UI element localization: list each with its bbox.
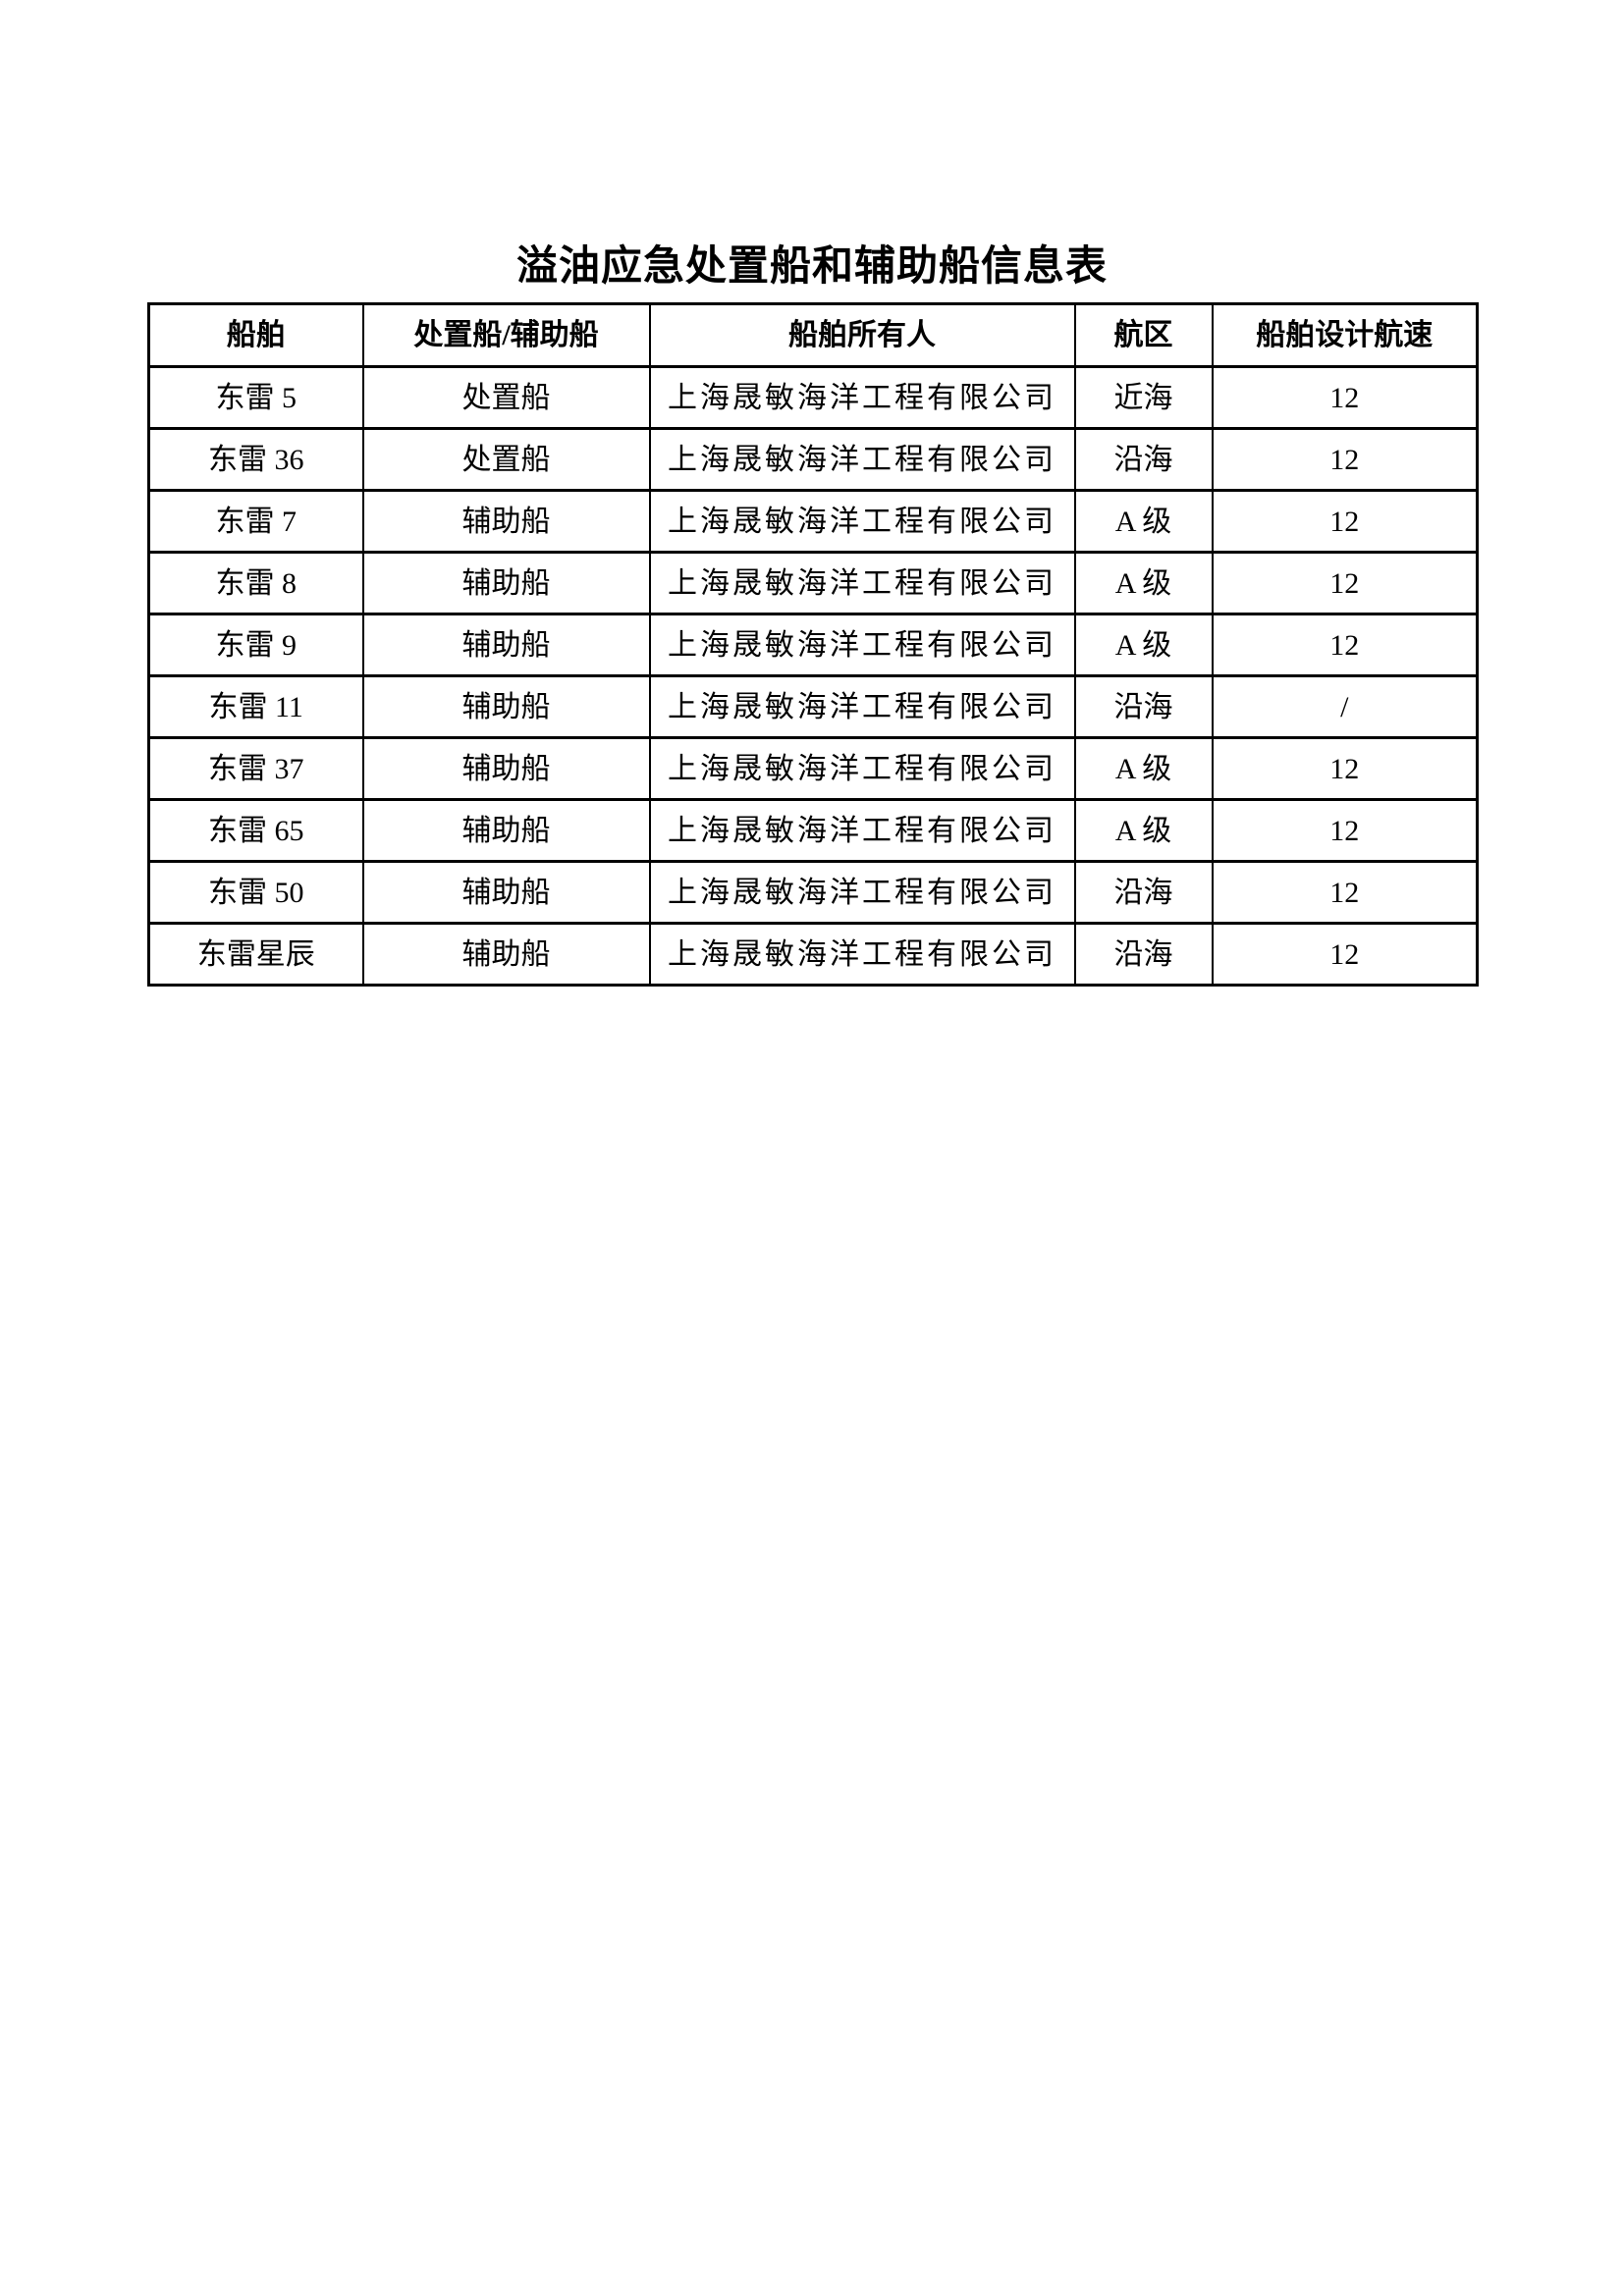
table-row: 东雷 36 处置船 上海晟敏海洋工程有限公司 沿海 12 — [147, 427, 1479, 492]
header-owner: 船舶所有人 — [648, 302, 1076, 368]
cell-owner: 上海晟敏海洋工程有限公司 — [648, 736, 1076, 801]
cell-nav-area: 沿海 — [1073, 860, 1214, 925]
cell-design-speed: 12 — [1211, 798, 1479, 863]
header-vessel: 船舶 — [147, 302, 364, 368]
cell-design-speed: 12 — [1211, 736, 1479, 801]
header-design-speed: 船舶设计航速 — [1211, 302, 1479, 368]
cell-vessel-name: 东雷 50 — [147, 860, 364, 925]
cell-owner: 上海晟敏海洋工程有限公司 — [648, 798, 1076, 863]
cell-nav-area: A 级 — [1073, 613, 1214, 677]
cell-nav-area: A 级 — [1073, 736, 1214, 801]
table-row: 东雷 50 辅助船 上海晟敏海洋工程有限公司 沿海 12 — [147, 860, 1479, 925]
cell-vessel-type: 辅助船 — [361, 736, 651, 801]
cell-vessel-type: 辅助船 — [361, 613, 651, 677]
cell-design-speed: 12 — [1211, 489, 1479, 554]
table-row: 东雷 5 处置船 上海晟敏海洋工程有限公司 近海 12 — [147, 365, 1479, 430]
page-title: 溢油应急处置船和辅助船信息表 — [515, 244, 1108, 290]
cell-vessel-type: 辅助船 — [361, 860, 651, 925]
cell-vessel-name: 东雷星辰 — [147, 922, 364, 987]
cell-nav-area: 沿海 — [1073, 427, 1214, 492]
cell-design-speed: / — [1211, 674, 1479, 739]
cell-owner: 上海晟敏海洋工程有限公司 — [648, 674, 1076, 739]
cell-nav-area: A 级 — [1073, 489, 1214, 554]
cell-owner: 上海晟敏海洋工程有限公司 — [648, 922, 1076, 987]
cell-vessel-name: 东雷 65 — [147, 798, 364, 863]
table-header-row: 船舶 处置船/辅助船 船舶所有人 航区 船舶设计航速 — [147, 302, 1479, 368]
header-vessel-type: 处置船/辅助船 — [361, 302, 651, 368]
cell-vessel-type: 辅助船 — [361, 551, 651, 615]
cell-design-speed: 12 — [1211, 922, 1479, 987]
cell-vessel-type: 辅助船 — [361, 922, 651, 987]
table-row: 东雷 8 辅助船 上海晟敏海洋工程有限公司 A 级 12 — [147, 551, 1479, 615]
cell-vessel-type: 辅助船 — [361, 674, 651, 739]
cell-owner: 上海晟敏海洋工程有限公司 — [648, 365, 1076, 430]
header-nav-area: 航区 — [1073, 302, 1214, 368]
cell-vessel-type: 处置船 — [361, 427, 651, 492]
cell-design-speed: 12 — [1211, 613, 1479, 677]
cell-nav-area: 沿海 — [1073, 674, 1214, 739]
table-row: 东雷 9 辅助船 上海晟敏海洋工程有限公司 A 级 12 — [147, 613, 1479, 677]
cell-nav-area: A 级 — [1073, 798, 1214, 863]
cell-vessel-type: 处置船 — [361, 365, 651, 430]
cell-owner: 上海晟敏海洋工程有限公司 — [648, 860, 1076, 925]
table-row: 东雷 37 辅助船 上海晟敏海洋工程有限公司 A 级 12 — [147, 736, 1479, 801]
cell-vessel-name: 东雷 8 — [147, 551, 364, 615]
table-row: 东雷 11 辅助船 上海晟敏海洋工程有限公司 沿海 / — [147, 674, 1479, 739]
cell-design-speed: 12 — [1211, 365, 1479, 430]
cell-design-speed: 12 — [1211, 551, 1479, 615]
cell-vessel-name: 东雷 11 — [147, 674, 364, 739]
cell-design-speed: 12 — [1211, 427, 1479, 492]
table-row: 东雷 65 辅助船 上海晟敏海洋工程有限公司 A 级 12 — [147, 798, 1479, 863]
cell-vessel-name: 东雷 9 — [147, 613, 364, 677]
cell-vessel-name: 东雷 37 — [147, 736, 364, 801]
cell-vessel-type: 辅助船 — [361, 798, 651, 863]
cell-owner: 上海晟敏海洋工程有限公司 — [648, 489, 1076, 554]
cell-vessel-type: 辅助船 — [361, 489, 651, 554]
cell-vessel-name: 东雷 5 — [147, 365, 364, 430]
cell-vessel-name: 东雷 7 — [147, 489, 364, 554]
cell-owner: 上海晟敏海洋工程有限公司 — [648, 551, 1076, 615]
cell-owner: 上海晟敏海洋工程有限公司 — [648, 427, 1076, 492]
cell-owner: 上海晟敏海洋工程有限公司 — [648, 613, 1076, 677]
cell-nav-area: 近海 — [1073, 365, 1214, 430]
cell-nav-area: A 级 — [1073, 551, 1214, 615]
cell-design-speed: 12 — [1211, 860, 1479, 925]
table-row: 东雷 7 辅助船 上海晟敏海洋工程有限公司 A 级 12 — [147, 489, 1479, 554]
table-row: 东雷星辰 辅助船 上海晟敏海洋工程有限公司 沿海 12 — [147, 922, 1479, 987]
cell-nav-area: 沿海 — [1073, 922, 1214, 987]
vessel-info-table: 船舶 处置船/辅助船 船舶所有人 航区 船舶设计航速 东雷 5 处置船 上海晟敏… — [147, 302, 1479, 987]
cell-vessel-name: 东雷 36 — [147, 427, 364, 492]
